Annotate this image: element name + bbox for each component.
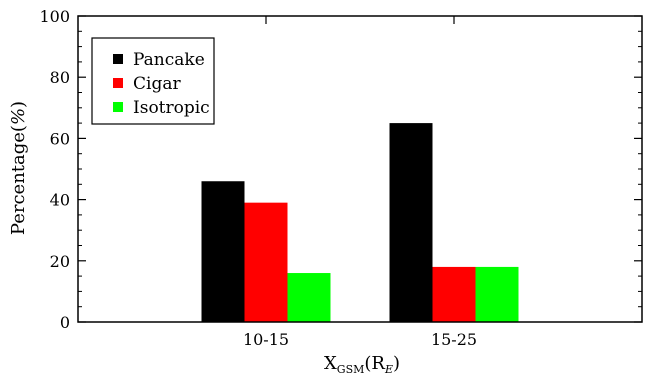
- legend-label-isotropic: Isotropic: [133, 98, 210, 118]
- y-tick-label: 60: [50, 129, 70, 148]
- y-axis-label: Percentage(%): [8, 101, 29, 235]
- legend-swatch-isotropic: [113, 102, 123, 112]
- bar-pancake-10-15: [201, 181, 245, 322]
- legend-box: [91, 37, 215, 125]
- bar-isotropic-10-15: [287, 273, 331, 322]
- y-tick-label: 80: [50, 68, 70, 87]
- legend-label-cigar: Cigar: [133, 74, 181, 94]
- legend-label-pancake: Pancake: [133, 50, 205, 70]
- y-tick-label: 0: [60, 313, 70, 332]
- bar-pancake-15-25: [389, 123, 433, 322]
- bar-isotropic-15-25: [475, 266, 519, 322]
- bar-cigar-10-15: [244, 202, 288, 322]
- x-tick-label: 15-25: [431, 330, 477, 349]
- bars-layer: [201, 123, 519, 322]
- y-tick-label: 20: [50, 252, 70, 271]
- y-tick-label: 40: [50, 191, 70, 210]
- x-tick-label: 10-15: [243, 330, 289, 349]
- legend: Pancake Cigar Isotropic: [91, 37, 215, 125]
- y-tick-label: 100: [39, 7, 70, 26]
- plot-frame: [77, 15, 643, 323]
- legend-swatch-pancake: [113, 54, 123, 64]
- bar-cigar-15-25: [432, 266, 476, 322]
- x-axis-label: XGSM(RE): [324, 353, 400, 376]
- legend-swatch-cigar: [113, 78, 123, 88]
